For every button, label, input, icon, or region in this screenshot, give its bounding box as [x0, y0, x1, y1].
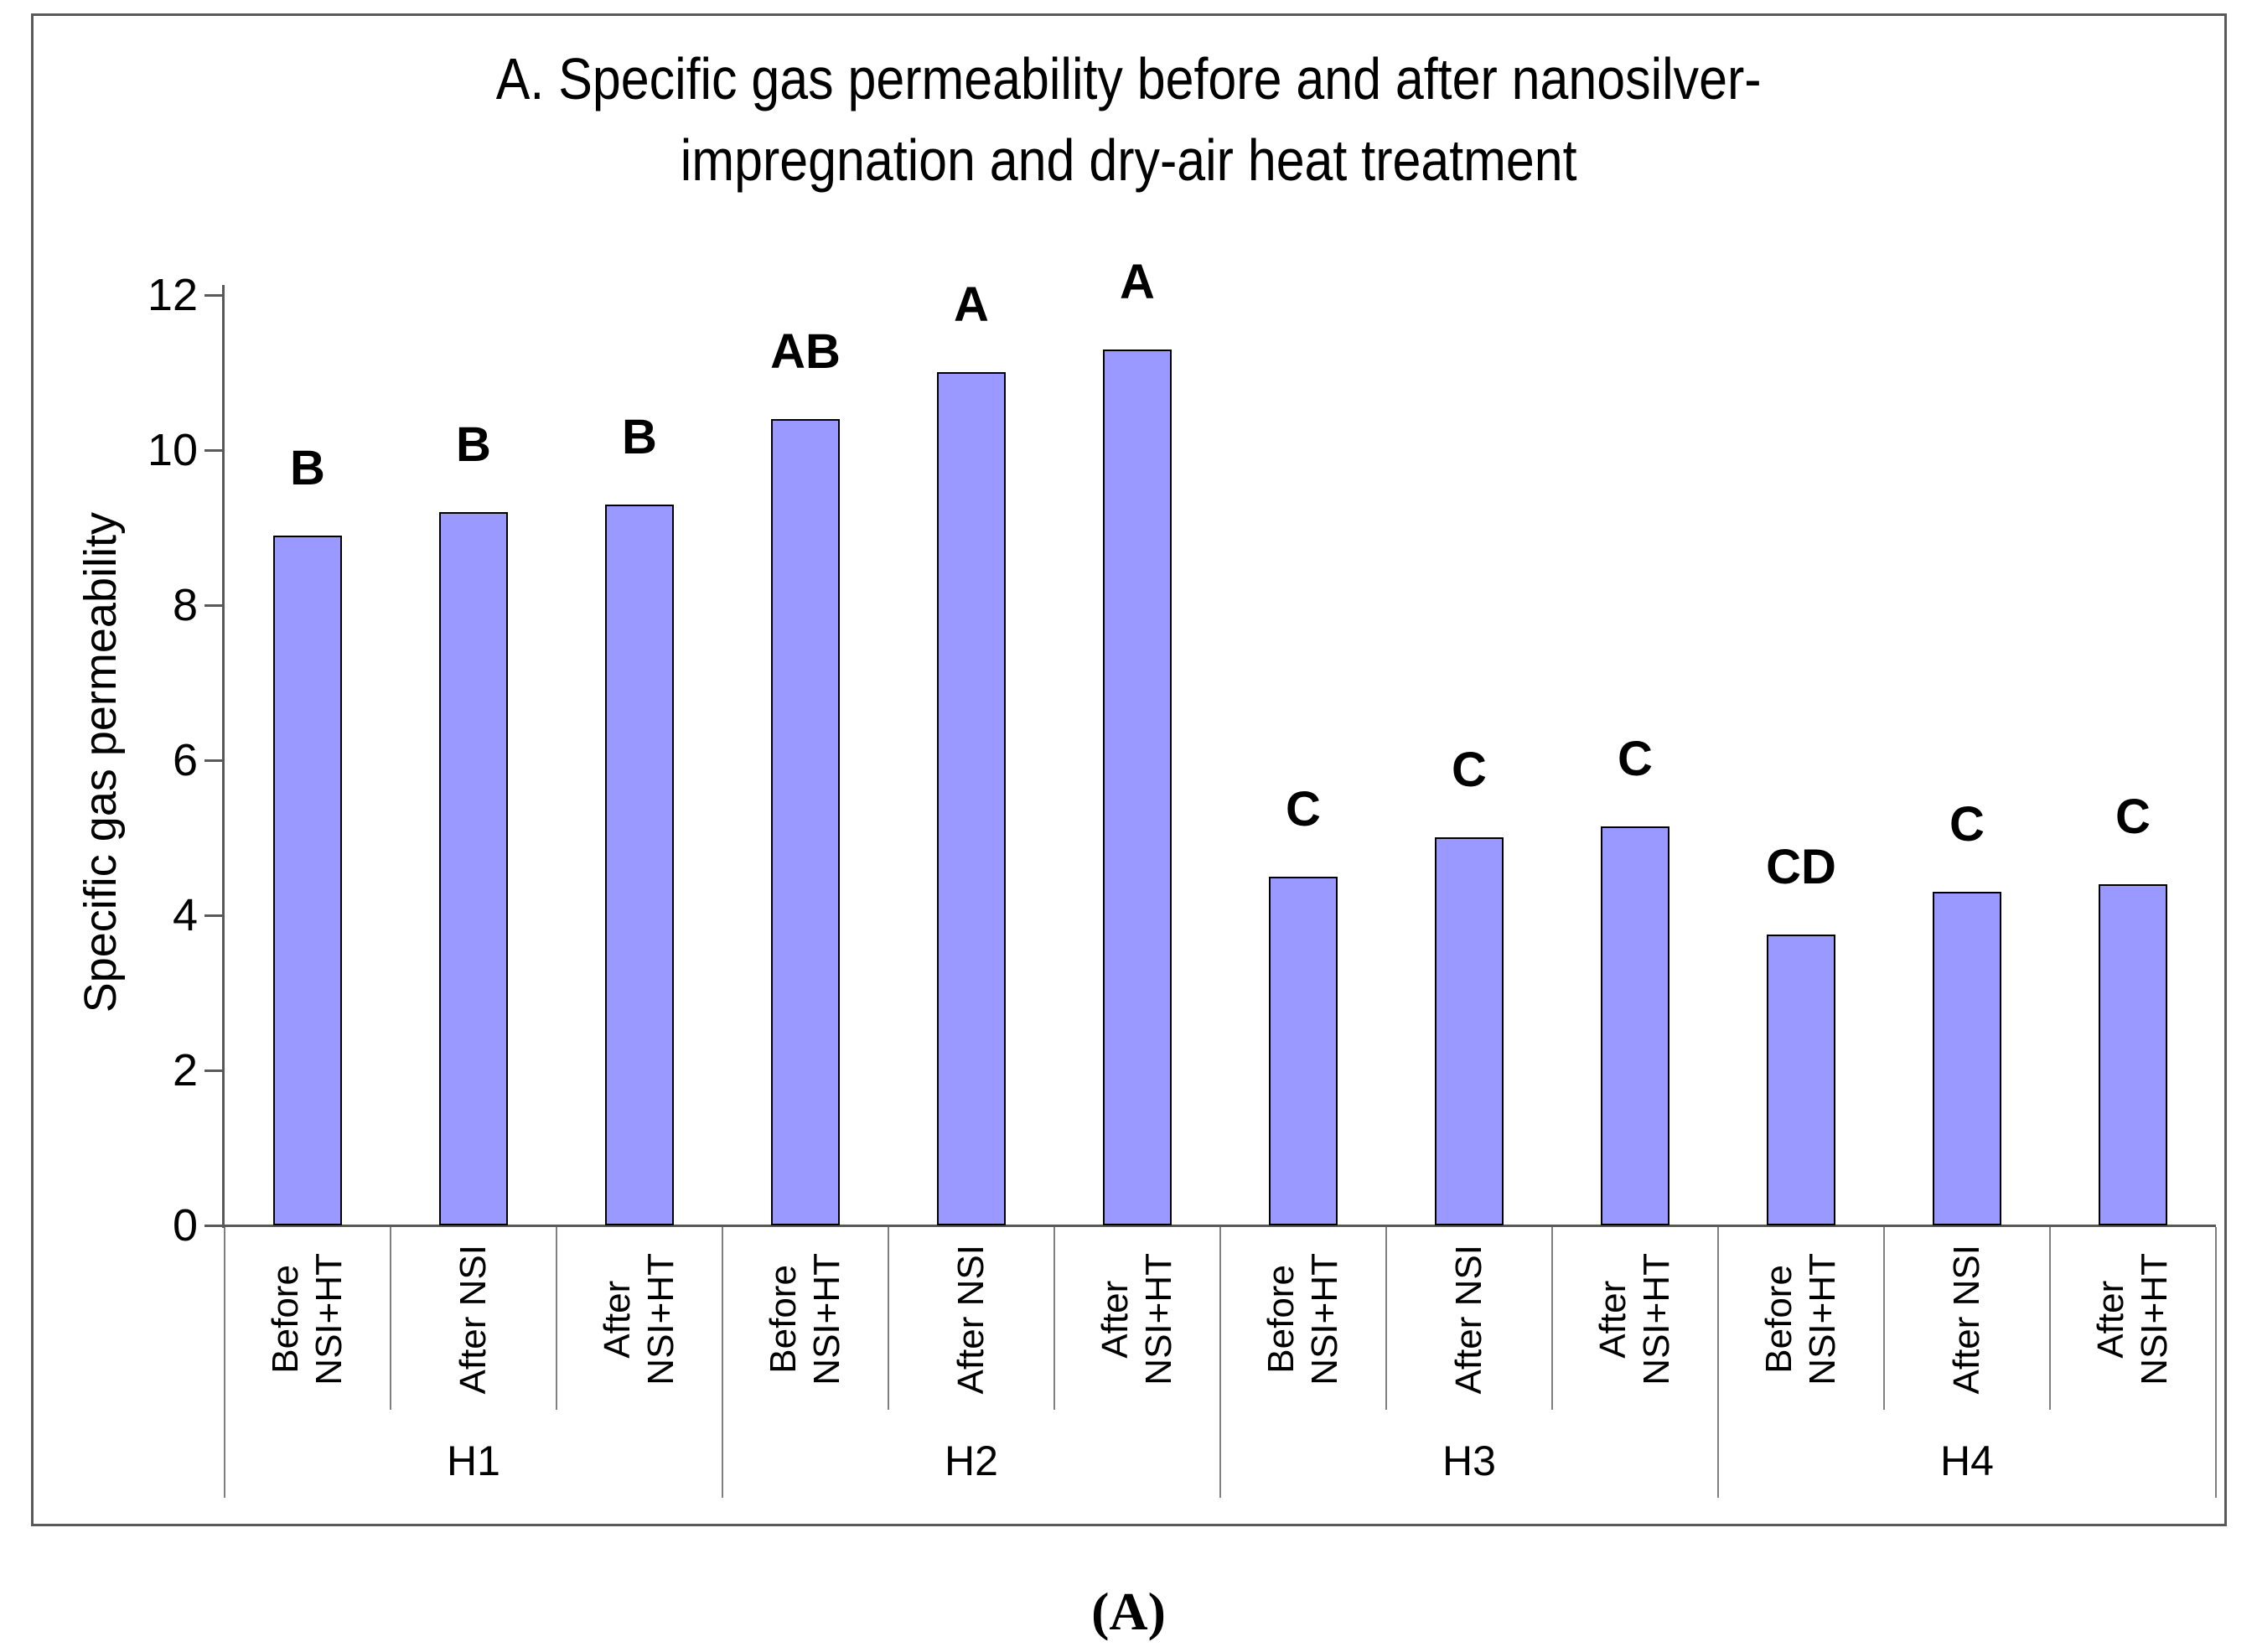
category-label: After NSI [950, 1244, 991, 1395]
category-label: After NSI+HT [2090, 1253, 2175, 1385]
bar [1435, 837, 1504, 1225]
bar [1933, 892, 2001, 1225]
y-tick-mark [204, 294, 225, 297]
bar [937, 372, 1006, 1225]
figure-caption: (A) [1091, 1582, 1166, 1641]
category-label-cell: After NSI [1884, 1230, 2050, 1408]
significance-letter: B [456, 417, 491, 472]
category-separator-line [1883, 1227, 1885, 1410]
group-boundary-line [224, 1227, 225, 1498]
significance-letter: AB [770, 324, 841, 379]
significance-letter: C [1452, 743, 1487, 797]
y-tick-label: 6 [172, 735, 198, 785]
category-label: After NSI+HT [597, 1253, 681, 1385]
group-boundary-line [722, 1227, 723, 1498]
y-tick-label: 8 [172, 580, 198, 630]
group-boundary-line [1219, 1227, 1221, 1498]
category-label: Before NSI+HT [1261, 1253, 1345, 1385]
y-tick-label: 0 [172, 1200, 198, 1251]
category-label-cell: Before NSI+HT [225, 1230, 391, 1408]
category-label-cell: Before NSI+HT [1718, 1230, 1884, 1408]
category-label-cell: After NSI [391, 1230, 556, 1408]
chart-title: A. Specific gas permeability before and … [0, 39, 2257, 201]
bar [1601, 826, 1669, 1225]
significance-letter: C [2115, 790, 2151, 844]
category-separator-line [2049, 1227, 2051, 1410]
group-boundary-line [2215, 1227, 2217, 1498]
group-label: H2 [945, 1437, 998, 1484]
y-tick-mark [204, 1069, 225, 1072]
category-label: After NSI [453, 1244, 494, 1395]
bar [1269, 877, 1338, 1225]
category-label: After NSI+HT [1095, 1253, 1179, 1385]
significance-letter: B [290, 441, 325, 495]
group-boundary-line [1717, 1227, 1719, 1498]
category-label-cell: After NSI+HT [556, 1230, 722, 1408]
x-axis-line [222, 1225, 2216, 1227]
y-tick-mark [204, 914, 225, 917]
bar [1767, 935, 1835, 1225]
category-label: After NSI [1448, 1244, 1489, 1395]
bar [273, 536, 342, 1225]
bar [2099, 884, 2167, 1225]
significance-letter: C [1949, 797, 1985, 852]
category-label: After NSI [1946, 1244, 1987, 1395]
group-label: H3 [1442, 1437, 1496, 1484]
category-label-cell: Before NSI+HT [1220, 1230, 1386, 1408]
significance-letter: C [1286, 782, 1321, 836]
bar [771, 419, 840, 1225]
category-separator-line [888, 1227, 889, 1410]
category-label-cell: After NSI+HT [1552, 1230, 1718, 1408]
category-label-cell: After NSI [888, 1230, 1054, 1408]
y-tick-mark [204, 604, 225, 607]
significance-letter: A [1120, 255, 1155, 309]
significance-letter: B [622, 410, 657, 464]
bar [605, 505, 674, 1225]
y-tick-label: 4 [172, 890, 198, 940]
y-tick-label: 10 [147, 425, 198, 475]
category-label: After NSI+HT [1592, 1253, 1677, 1385]
category-label-cell: After NSI+HT [1054, 1230, 1220, 1408]
group-label: H4 [1940, 1437, 1994, 1484]
figure-frame [31, 13, 2227, 1526]
category-separator-line [1385, 1227, 1387, 1410]
y-tick-mark [204, 1225, 225, 1227]
category-label-cell: After NSI+HT [2050, 1230, 2216, 1408]
bar [1103, 350, 1172, 1225]
chart-title-line-2: impregnation and dry-air heat treatment [680, 127, 1577, 193]
category-label-cell: Before NSI+HT [722, 1230, 888, 1408]
chart-title-line-1: A. Specific gas permeability before and … [495, 46, 1762, 111]
significance-letter: C [1618, 732, 1653, 786]
y-tick-mark [204, 759, 225, 762]
category-separator-line [1551, 1227, 1553, 1410]
category-label: Before NSI+HT [763, 1253, 847, 1385]
group-label: H1 [447, 1437, 500, 1484]
bar [439, 512, 508, 1225]
y-tick-label: 2 [172, 1045, 198, 1095]
category-label: Before NSI+HT [1758, 1253, 1843, 1385]
category-label-cell: After NSI [1386, 1230, 1552, 1408]
category-separator-line [1053, 1227, 1055, 1410]
category-separator-line [556, 1227, 557, 1410]
significance-letter: A [954, 277, 989, 332]
y-tick-mark [204, 449, 225, 452]
significance-letter: CD [1766, 840, 1836, 894]
y-axis-line [222, 285, 225, 1228]
category-label: Before NSI+HT [265, 1253, 349, 1385]
y-tick-label: 12 [147, 270, 198, 320]
category-separator-line [390, 1227, 391, 1410]
